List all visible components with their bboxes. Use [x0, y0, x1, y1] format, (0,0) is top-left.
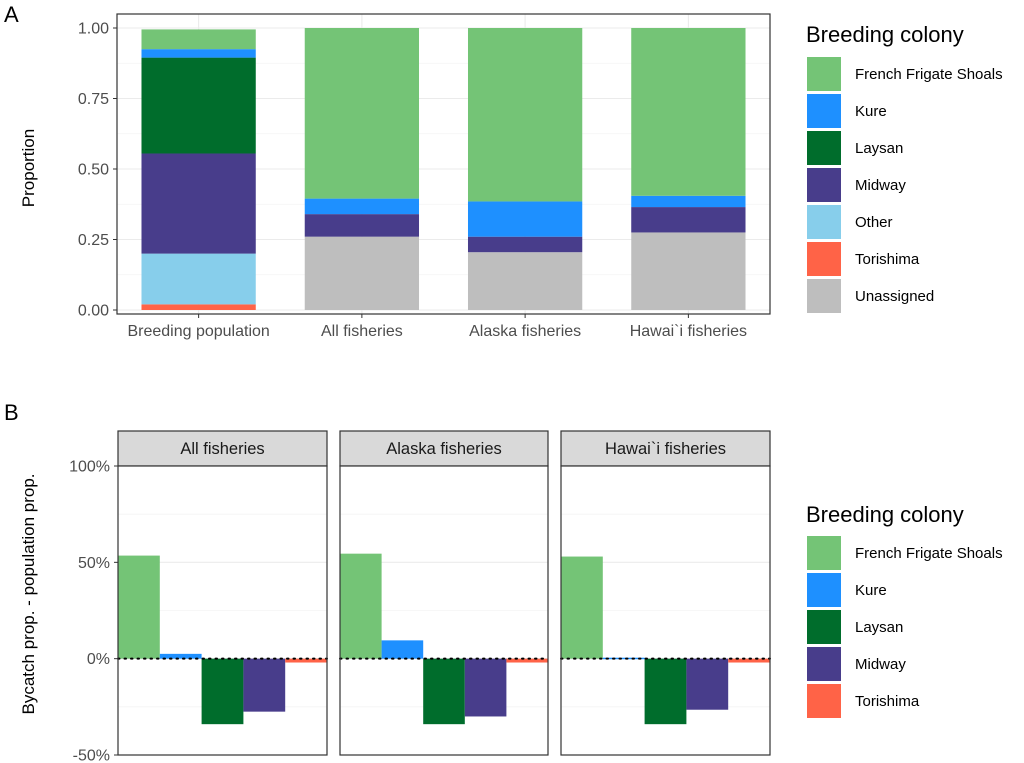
legend-b-key-torishima — [807, 684, 841, 718]
y-tick-label: 50% — [78, 555, 110, 572]
legend-a-label-laysan: Laysan — [855, 140, 903, 157]
y-tick-label: 0.75 — [78, 91, 109, 108]
bar-laysan-hawai-i-fisheries — [644, 658, 687, 725]
legend-a-key-laysan — [807, 131, 841, 165]
legend-b-key-kure — [807, 573, 841, 607]
bar-segment-unassigned-all-fisheries — [304, 236, 420, 310]
legend-a-key-unassigned — [807, 279, 841, 313]
bar-segment-unassigned-hawai-i-fisheries — [631, 232, 746, 310]
bar-french-frigate-shoals-all-fisheries — [118, 555, 160, 659]
legend-a-label-torishima: Torishima — [855, 251, 920, 268]
bar-segment-laysan-breeding-population — [141, 57, 256, 154]
bar-segment-french-frigate-shoals-hawai-i-fisheries — [631, 28, 746, 196]
x-tick-label: Breeding population — [127, 323, 269, 340]
bar-segment-midway-hawai-i-fisheries — [631, 207, 746, 233]
bar-segment-torishima-breeding-population — [141, 304, 256, 310]
bar-segment-kure-hawai-i-fisheries — [631, 195, 746, 208]
bar-segment-midway-all-fisheries — [304, 214, 420, 237]
bar-laysan-all-fisheries — [201, 658, 244, 725]
bar-segment-french-frigate-shoals-breeding-population — [141, 29, 256, 50]
legend-a-key-french-frigate-shoals — [807, 57, 841, 91]
bar-segment-french-frigate-shoals-all-fisheries — [304, 28, 420, 199]
legend-a-key-midway — [807, 168, 841, 202]
bar-midway-all-fisheries — [243, 658, 286, 712]
bar-segment-midway-breeding-population — [141, 153, 256, 254]
facet-border — [117, 465, 328, 756]
panel-b: B Bycatch prop. - population prop. Breed… — [4, 400, 1003, 763]
legend-b-title: Breeding colony — [806, 502, 964, 527]
y-tick-label: 0.50 — [78, 162, 109, 179]
bar-segment-unassigned-alaska-fisheries — [467, 252, 583, 310]
bar-midway-hawai-i-fisheries — [686, 658, 729, 710]
legend-b-label-midway: Midway — [855, 656, 906, 673]
legend-a-label-midway: Midway — [855, 177, 906, 194]
bar-midway-alaska-fisheries — [464, 658, 507, 717]
y-tick-label: 100% — [69, 459, 110, 476]
bar-segment-kure-all-fisheries — [304, 198, 420, 215]
legend-a-key-kure — [807, 94, 841, 128]
legend-a-label-kure: Kure — [855, 103, 887, 120]
legend-a-key-torishima — [807, 242, 841, 276]
bar-segment-midway-alaska-fisheries — [467, 236, 583, 253]
y-tick-label: -50% — [73, 748, 110, 763]
bar-segment-kure-breeding-population — [141, 49, 256, 58]
facet-border — [339, 465, 549, 756]
y-tick-label: 0.00 — [78, 303, 109, 320]
legend-b-label-french-frigate-shoals: French Frigate Shoals — [855, 545, 1003, 562]
legend-a-label-other: Other — [855, 214, 893, 231]
bar-segment-kure-alaska-fisheries — [467, 201, 583, 237]
panel-a: A Proportion Breeding colony 0.00 0.25 0.5… — [4, 2, 1003, 340]
plot-border-a — [116, 13, 771, 315]
panel-b-y-axis-title: Bycatch prop. - population prop. — [19, 474, 38, 715]
legend-b-key-midway — [807, 647, 841, 681]
panel-b-tag: B — [4, 400, 19, 425]
facet-strip-label: All fisheries — [180, 440, 264, 458]
bar-french-frigate-shoals-hawai-i-fisheries — [561, 556, 603, 659]
y-tick-label: 0.25 — [78, 232, 109, 249]
bar-torishima-hawai-i-fisheries — [728, 658, 770, 663]
legend-b-key-french-frigate-shoals — [807, 536, 841, 570]
bar-french-frigate-shoals-alaska-fisheries — [340, 553, 382, 659]
x-tick-label: All fisheries — [321, 323, 403, 340]
legend-a-key-other — [807, 205, 841, 239]
legend-a-label-unassigned: Unassigned — [855, 288, 934, 305]
panel-a-y-axis-title: Proportion — [19, 129, 38, 207]
legend-b-key-laysan — [807, 610, 841, 644]
y-tick-label: 0% — [87, 651, 110, 668]
facet-hawai-i-fisheries: Hawai`i fisheries — [560, 430, 771, 756]
facet-strip — [339, 430, 549, 467]
bar-kure-alaska-fisheries — [381, 640, 424, 659]
bar-laysan-alaska-fisheries — [423, 658, 465, 725]
legend-a-title: Breeding colony — [806, 22, 964, 47]
bar-segment-french-frigate-shoals-alaska-fisheries — [467, 28, 583, 202]
x-tick-label: Alaska fisheries — [469, 323, 581, 340]
bar-kure-all-fisheries — [159, 653, 202, 659]
legend-b-label-kure: Kure — [855, 582, 887, 599]
panel-a-tag: A — [4, 2, 19, 27]
legend-b-label-laysan: Laysan — [855, 619, 903, 636]
bar-torishima-alaska-fisheries — [506, 658, 548, 663]
x-tick-label: Hawai`i fisheries — [630, 323, 747, 340]
facet-all-fisheries: All fisheries — [117, 430, 328, 756]
facet-strip-label: Hawai`i fisheries — [605, 440, 726, 458]
bar-kure-hawai-i-fisheries — [602, 657, 645, 660]
legend-b-label-torishima: Torishima — [855, 693, 920, 710]
y-tick-label: 1.00 — [78, 21, 109, 38]
facet-border — [560, 465, 771, 756]
legend-a-label-french-frigate-shoals: French Frigate Shoals — [855, 66, 1003, 83]
bar-segment-other-breeding-population — [141, 253, 256, 305]
facet-alaska-fisheries: Alaska fisheries — [339, 430, 549, 756]
facet-strip-label: Alaska fisheries — [386, 440, 502, 458]
bar-torishima-all-fisheries — [285, 658, 327, 663]
